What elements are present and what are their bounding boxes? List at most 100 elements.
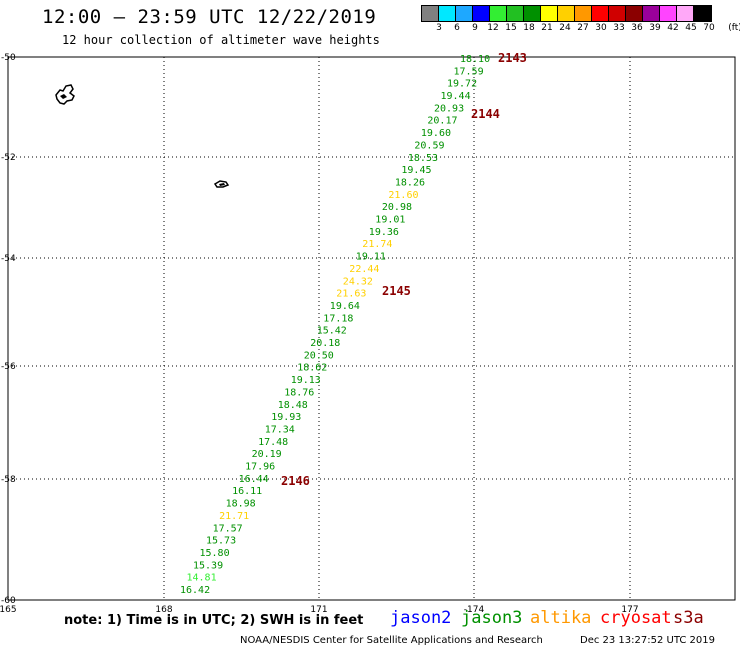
wave-height-label: 20.59 — [414, 140, 444, 151]
wave-height-label: 24.32 — [343, 276, 373, 287]
time-label: 2144 — [471, 107, 500, 121]
y-tick-label: -56 — [1, 362, 16, 372]
axis-tick-labels: 165 168 171 -174 177 -50 -52 -54 -56 -58 -60 — [0, 53, 639, 615]
scale-swatch — [558, 6, 575, 21]
wave-height-label: 21.60 — [388, 190, 418, 201]
satellite-legend-altika: altika — [530, 608, 592, 628]
wave-height-label: 19.01 — [375, 215, 405, 226]
wave-height-label: 19.13 — [291, 375, 321, 386]
scale-swatch — [473, 6, 490, 21]
wave-height-label: 15.73 — [206, 536, 236, 547]
wave-height-label: 20.93 — [434, 103, 464, 114]
scale-label: 42 — [667, 23, 679, 33]
wave-height-label: 17.48 — [258, 437, 288, 448]
wave-height-label: 18.26 — [395, 178, 425, 189]
wave-height-label: 17.34 — [265, 425, 295, 436]
color-scale-swatches — [421, 5, 712, 22]
wave-height-label: 16.42 — [180, 585, 210, 596]
island-outline — [213, 180, 230, 188]
footer-timestamp: Dec 23 13:27:52 UTC 2019 — [580, 635, 715, 646]
scale-label: 6 — [454, 23, 460, 33]
satellite-legend-jason2: jason2 — [390, 608, 452, 628]
wave-height-label: 15.39 — [193, 560, 223, 571]
footer-note: note: 1) Time is in UTC; 2) SWH is in fe… — [64, 613, 364, 628]
scale-swatch — [643, 6, 660, 21]
scale-swatch — [422, 6, 439, 21]
scale-swatch — [439, 6, 456, 21]
island-outline — [55, 84, 75, 105]
scale-swatch — [694, 6, 711, 21]
x-tick-label: 168 — [155, 605, 172, 615]
time-labels: 2143 2144 2145 2146 — [281, 51, 527, 488]
wave-height-label: 18.62 — [297, 363, 327, 374]
wave-height-label: 20.17 — [427, 116, 457, 127]
wave-height-label: 21.74 — [362, 239, 392, 250]
scale-label: 9 — [472, 23, 478, 33]
scale-label: 15 — [505, 23, 517, 33]
wave-height-label: 17.18 — [323, 313, 353, 324]
wave-height-label: 18.10 — [460, 54, 490, 65]
time-label: 2145 — [382, 284, 411, 298]
wave-height-label: 17.96 — [245, 462, 275, 473]
x-tick-label: 171 — [310, 605, 327, 615]
scale-swatch — [592, 6, 609, 21]
graticule — [8, 57, 735, 600]
wave-height-label: 18.98 — [226, 499, 256, 510]
map-title: 12:00 – 23:59 UTC 12/22/2019 — [42, 6, 377, 28]
scale-label: 12 — [487, 23, 499, 33]
scale-label: 3 — [436, 23, 442, 33]
y-tick-label: -54 — [1, 254, 16, 264]
satellite-legend-jason3: jason3 — [461, 608, 523, 628]
scale-label: 36 — [631, 23, 643, 33]
scale-swatch — [490, 6, 507, 21]
scale-label: 39 — [649, 23, 661, 33]
wave-height-label: 19.44 — [441, 91, 471, 102]
wave-height-label: 22.44 — [349, 264, 379, 275]
satellite-legend-s3a: s3a — [673, 608, 704, 628]
wave-height-label: 19.36 — [369, 227, 399, 238]
x-tick-label: -174 — [464, 605, 485, 615]
scale-label: 21 — [541, 23, 553, 33]
time-label: 2146 — [281, 474, 310, 488]
scale-swatch — [507, 6, 524, 21]
wave-height-label: 21.63 — [336, 289, 366, 300]
wave-height-label: 20.98 — [382, 202, 412, 213]
scale-swatch — [609, 6, 626, 21]
x-tick-label: 177 — [621, 605, 638, 615]
scale-label: 24 — [559, 23, 571, 33]
scale-label: 27 — [577, 23, 589, 33]
scale-label: 45 — [685, 23, 697, 33]
wave-height-label: 19.60 — [421, 128, 451, 139]
island-detail — [60, 94, 67, 99]
y-tick-label: -52 — [1, 153, 16, 163]
island-detail — [219, 183, 225, 186]
scale-swatch — [456, 6, 473, 21]
wave-height-label: 19.11 — [356, 252, 386, 263]
wave-height-label: 15.80 — [200, 548, 230, 559]
wave-height-label: 20.50 — [304, 350, 334, 361]
scale-swatch — [626, 6, 643, 21]
wave-height-label: 18.48 — [278, 400, 308, 411]
wave-height-label: 18.53 — [408, 153, 438, 164]
map-subtitle: 12 hour collection of altimeter wave hei… — [62, 33, 380, 47]
wave-height-label: 19.72 — [447, 79, 477, 90]
map-frame — [7, 56, 736, 601]
island-auckland — [55, 84, 75, 105]
y-tick-label: -58 — [1, 475, 16, 485]
scale-swatch — [677, 6, 694, 21]
island-campbell — [213, 180, 230, 188]
wave-height-label: 19.93 — [271, 412, 301, 423]
wave-height-label: 20.19 — [252, 449, 282, 460]
wave-height-label: 19.64 — [330, 301, 360, 312]
y-tick-label: -50 — [1, 53, 16, 63]
wave-height-label: 21.71 — [219, 511, 249, 522]
y-tick-label: -60 — [1, 596, 16, 606]
wave-height-label: 17.59 — [454, 66, 484, 77]
scale-swatch — [524, 6, 541, 21]
scale-label: 18 — [523, 23, 535, 33]
wave-height-label: 15.42 — [317, 326, 347, 337]
wave-height-label: 18.76 — [284, 387, 314, 398]
